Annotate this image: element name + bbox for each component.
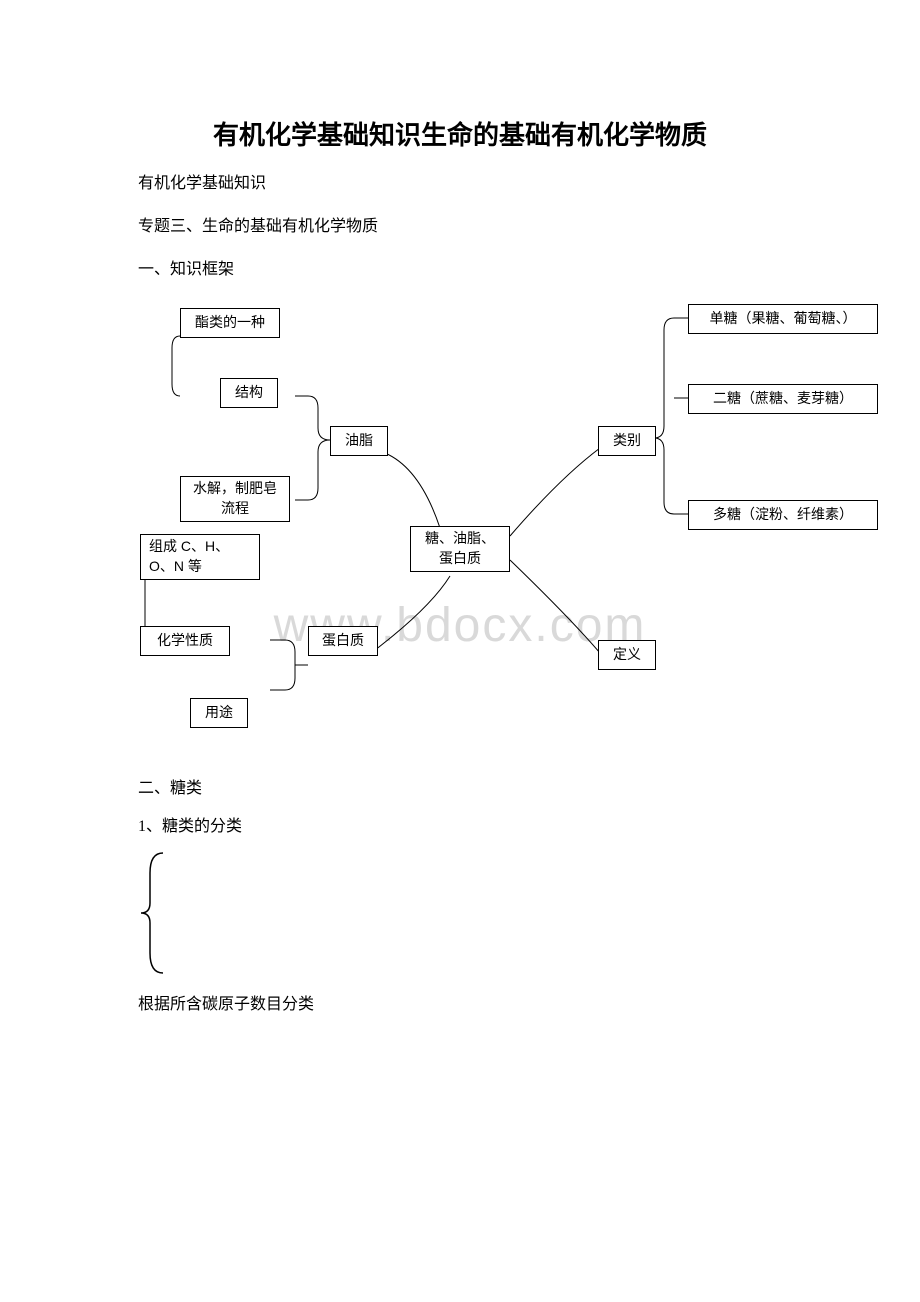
node-definition: 定义 xyxy=(598,640,656,670)
node-chemistry: 化学性质 xyxy=(140,626,230,656)
section-2-heading: 二、糖类 xyxy=(138,774,202,798)
node-structure: 结构 xyxy=(220,378,278,408)
diagram-connectors xyxy=(130,298,890,764)
node-di: 二糖（蔗糖、麦芽糖） xyxy=(688,384,878,414)
intro-line-2: 专题三、生命的基础有机化学物质 xyxy=(138,213,920,242)
node-usage: 用途 xyxy=(190,698,248,728)
node-oil: 油脂 xyxy=(330,426,388,456)
section-2-sub: 1、糖类的分类 xyxy=(138,812,242,836)
node-protein: 蛋白质 xyxy=(308,626,378,656)
intro-line-1: 有机化学基础知识 xyxy=(138,170,920,199)
node-hydrolysis: 水解，制肥皂流程 xyxy=(180,476,290,522)
node-ester: 酯类的一种 xyxy=(180,308,280,338)
intro-line-3: 一、知识框架 xyxy=(138,256,920,285)
node-center: 糖、油脂、蛋白质 xyxy=(410,526,510,572)
page-title: 有机化学基础知识生命的基础有机化学物质 xyxy=(0,0,920,152)
node-composition: 组成 C、H、O、N 等 xyxy=(140,534,260,580)
section-2-text: 根据所含碳原子数目分类 xyxy=(138,990,314,1014)
knowledge-diagram: 酯类的一种 结构 油脂 水解，制肥皂流程 组成 C、H、O、N 等 化学性质 蛋… xyxy=(130,298,890,764)
brace-icon xyxy=(138,848,178,978)
node-category: 类别 xyxy=(598,426,656,456)
node-poly: 多糖（淀粉、纤维素） xyxy=(688,500,878,530)
node-mono: 单糖（果糖、葡萄糖、） xyxy=(688,304,878,334)
